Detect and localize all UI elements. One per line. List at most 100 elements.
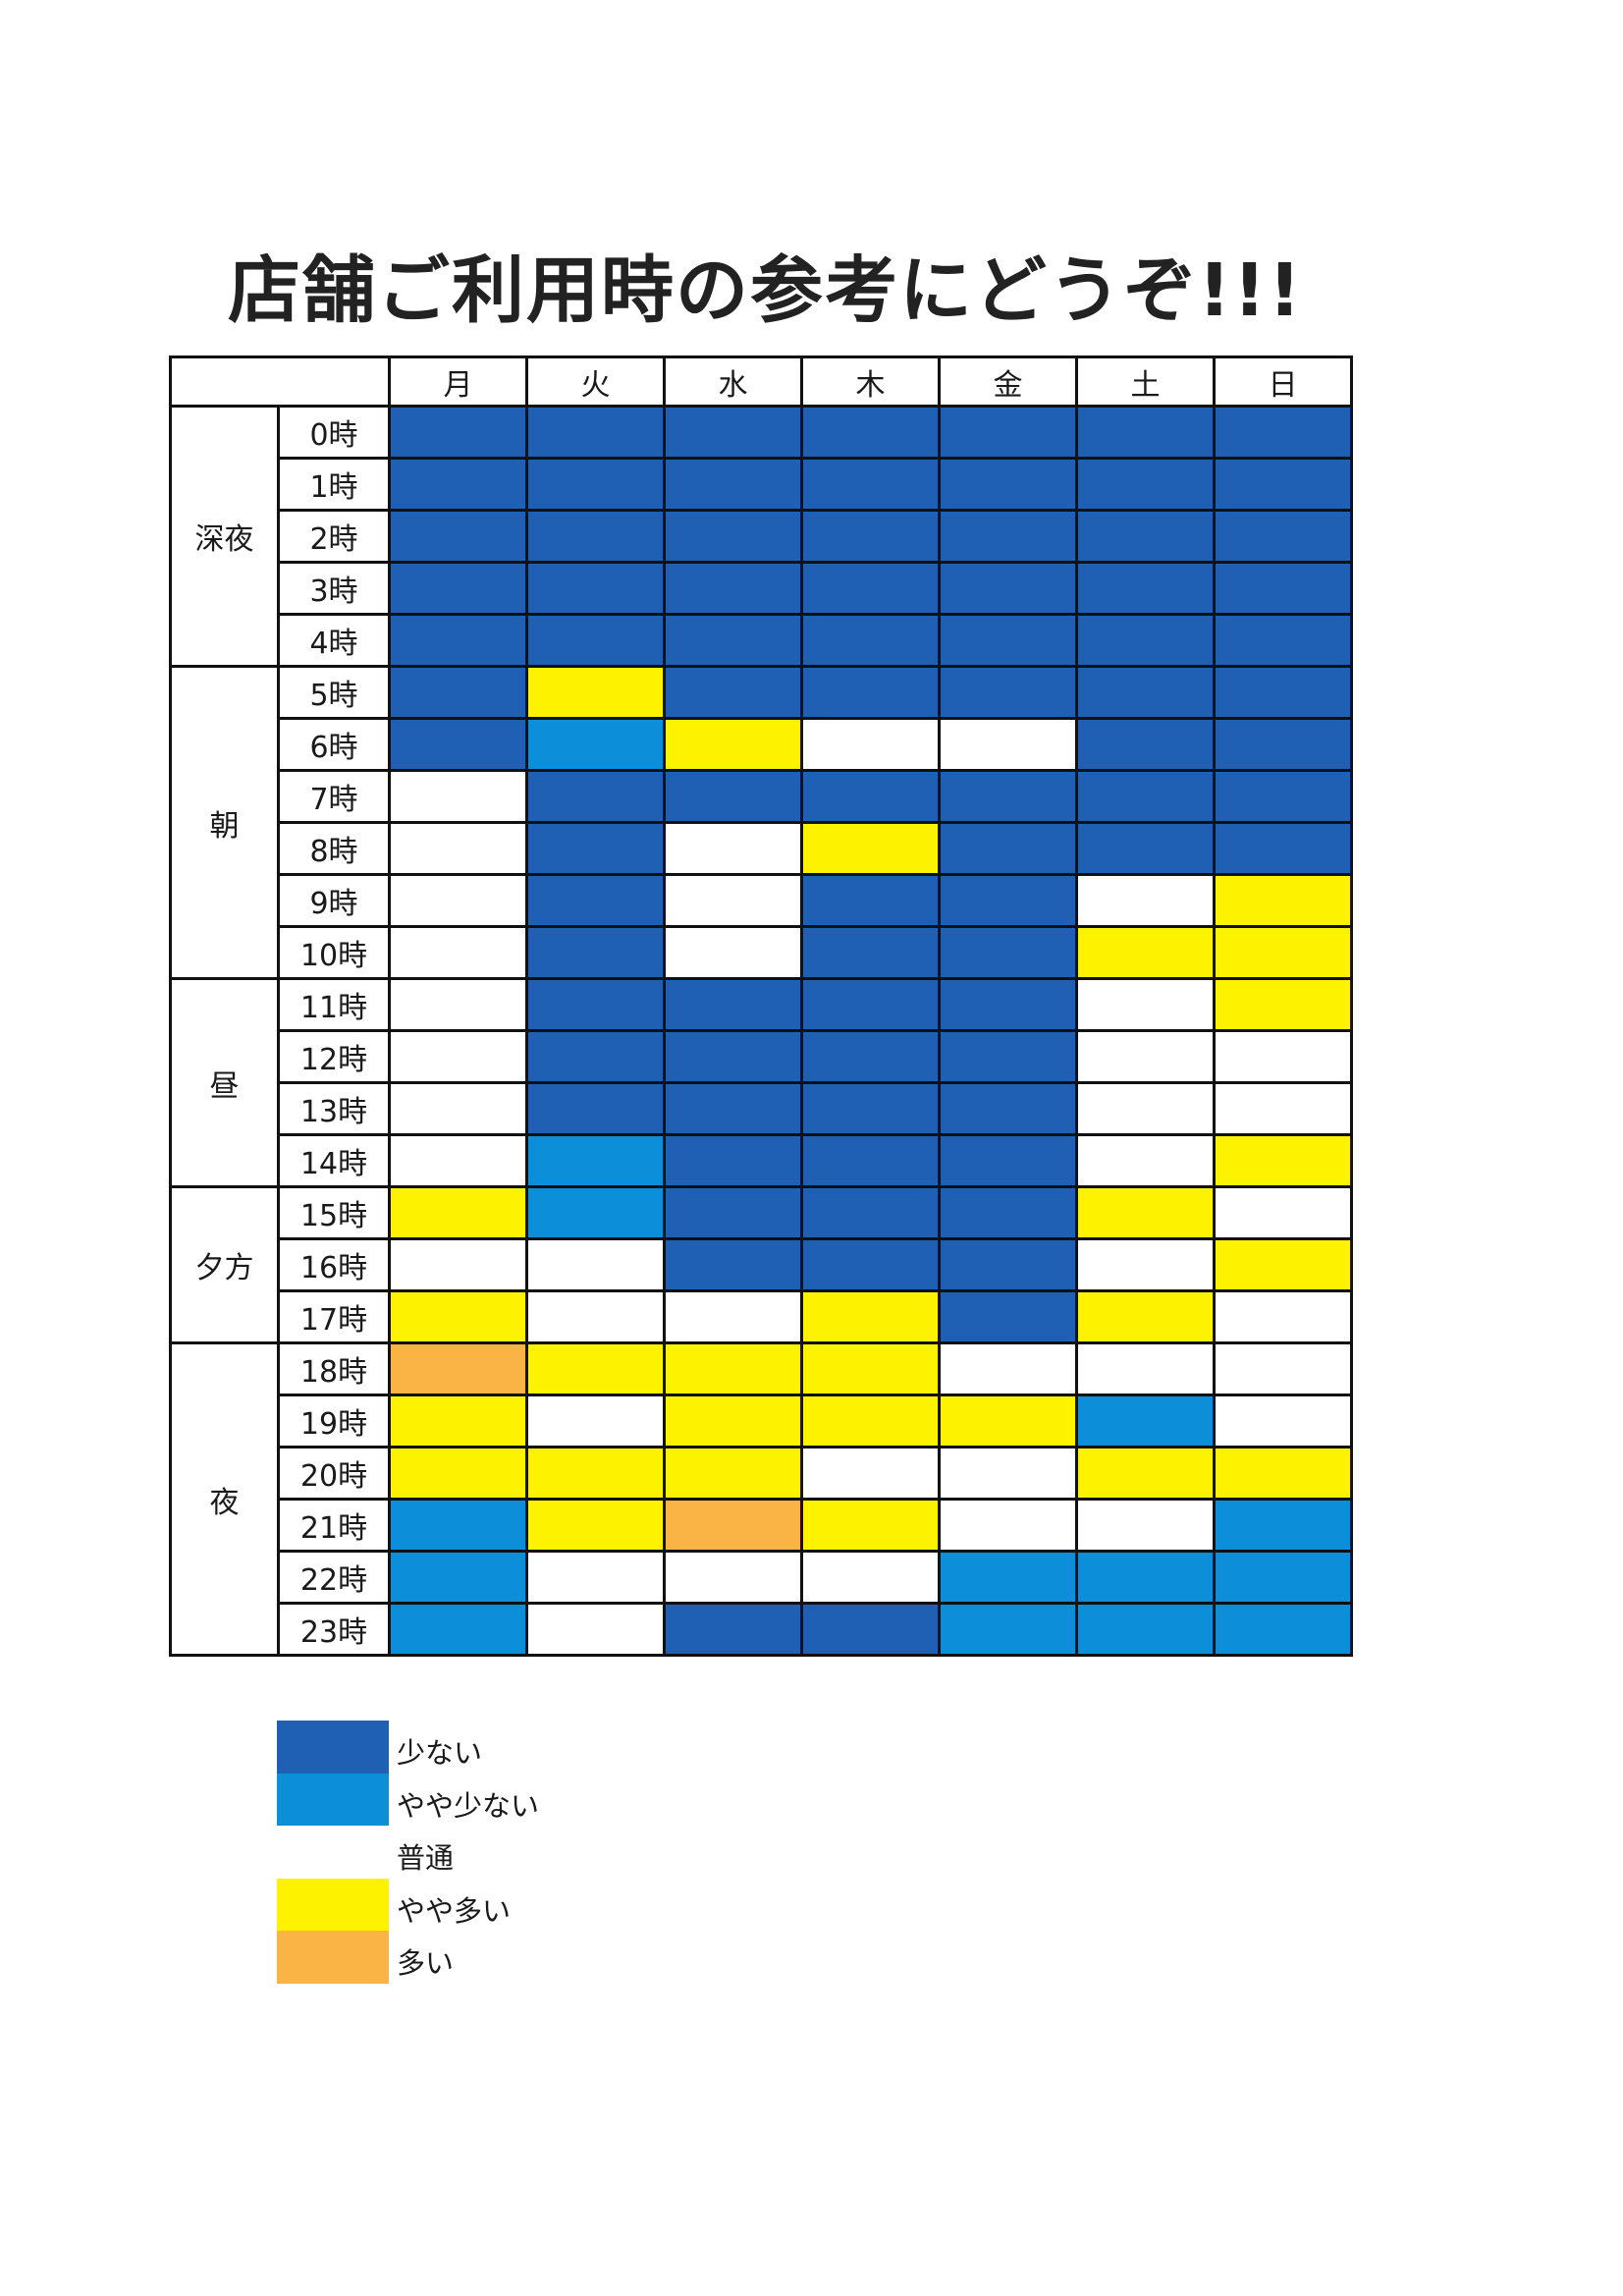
crowd-cell — [525, 1498, 666, 1553]
crowd-cell — [663, 1133, 803, 1188]
legend-label: やや少ない — [397, 1788, 540, 1823]
crowd-cell — [525, 1081, 666, 1136]
crowd-cell — [525, 509, 666, 564]
crowd-cell — [388, 613, 528, 668]
crowd-cell — [388, 509, 528, 564]
crowd-cell — [1075, 1602, 1216, 1657]
crowd-cell — [1075, 977, 1216, 1032]
crowd-cell — [388, 1133, 528, 1188]
period-label: 昼 — [169, 977, 280, 1188]
table-row: 1時 — [171, 457, 1353, 512]
crowd-cell — [938, 1081, 1078, 1136]
crowd-cell — [800, 665, 941, 720]
crowd-cell — [663, 665, 803, 720]
hour-label: 13時 — [277, 1081, 391, 1136]
table-row: 昼 11時 — [169, 977, 1353, 1188]
crowd-cell — [663, 821, 803, 876]
crowd-cell — [525, 665, 666, 720]
crowd-cell — [938, 1289, 1078, 1344]
legend-label: 普通 — [397, 1841, 455, 1875]
table-row: 20時 — [171, 1446, 1353, 1501]
crowd-cell — [1075, 1550, 1216, 1605]
crowd-cell — [938, 1446, 1078, 1501]
table-row: 3時 — [171, 561, 1353, 616]
table-row: 6時 — [171, 717, 1353, 772]
crowd-cell — [663, 457, 803, 512]
hour-label: 17時 — [277, 1289, 391, 1344]
hour-label: 23時 — [277, 1602, 391, 1657]
crowd-cell — [800, 1081, 941, 1136]
hour-label: 19時 — [277, 1394, 391, 1449]
crowd-cell — [1075, 1081, 1216, 1136]
hour-label: 7時 — [277, 769, 391, 824]
crowd-cell — [388, 1289, 528, 1344]
crowd-cell — [938, 1550, 1078, 1605]
crowd-cell — [663, 977, 803, 1032]
crowd-cell — [525, 561, 666, 616]
crowd-cell — [525, 717, 666, 772]
day-header: 金 — [938, 355, 1078, 408]
crowd-cell — [800, 509, 941, 564]
legend-label: やや多い — [397, 1893, 512, 1928]
crowd-cell — [663, 1081, 803, 1136]
hour-label: 12時 — [277, 1029, 391, 1084]
table-row: 19時 — [171, 1394, 1353, 1449]
day-header: 水 — [663, 355, 803, 408]
crowd-cell — [938, 613, 1078, 668]
crowd-cell — [1213, 1602, 1353, 1657]
table-row: 2時 — [171, 509, 1353, 564]
crowd-table: 月 火 水 木 金 土 日 深夜 0時 1時 2時 3時 4時朝 5時 6時 7時 8時 9時 10時… — [169, 355, 1353, 1657]
table-row: 夕方 15時 — [169, 1185, 1353, 1344]
crowd-cell — [1213, 561, 1353, 616]
crowd-cell — [1075, 925, 1216, 980]
crowd-cell — [388, 1341, 528, 1396]
crowd-cell — [388, 1602, 528, 1657]
table-row: 朝 5時 — [169, 665, 1353, 980]
page-title: 店舗ご利用時の参考にどうぞ!!! — [228, 248, 1304, 333]
table-row: 14時 — [171, 1133, 1353, 1188]
crowd-cell — [938, 717, 1078, 772]
crowd-cell — [388, 1498, 528, 1553]
crowd-cell — [1213, 1446, 1353, 1501]
period-label: 朝 — [169, 665, 280, 980]
crowd-cell — [388, 1237, 528, 1292]
crowd-cell — [388, 561, 528, 616]
crowd-cell — [1213, 665, 1353, 720]
hour-label: 21時 — [277, 1498, 391, 1553]
crowd-cell — [1075, 1289, 1216, 1344]
table-row: 4時 — [171, 613, 1353, 668]
legend-swatch — [277, 1931, 389, 1984]
table-row: 22時 — [171, 1550, 1353, 1605]
crowd-cell — [525, 613, 666, 668]
crowd-cell — [525, 1237, 666, 1292]
hour-label: 20時 — [277, 1446, 391, 1501]
crowd-cell — [525, 1602, 666, 1657]
crowd-cell — [938, 925, 1078, 980]
crowd-cell — [1075, 769, 1216, 824]
crowd-cell — [800, 405, 941, 460]
crowd-cell — [1213, 1498, 1353, 1553]
crowd-cell — [525, 769, 666, 824]
crowd-cell — [1075, 1498, 1216, 1553]
crowd-cell — [938, 561, 1078, 616]
crowd-cell — [388, 1446, 528, 1501]
legend-label: 少ない — [397, 1736, 483, 1770]
hour-label: 3時 — [277, 561, 391, 616]
crowd-cell — [663, 613, 803, 668]
legend-swatch — [277, 1773, 389, 1827]
crowd-cell — [1075, 1133, 1216, 1188]
crowd-cell — [388, 1550, 528, 1605]
crowd-cell — [938, 821, 1078, 876]
hour-label: 16時 — [277, 1237, 391, 1292]
crowd-cell — [938, 873, 1078, 928]
crowd-cell — [800, 1341, 941, 1396]
crowd-cell — [938, 1498, 1078, 1553]
crowd-cell — [388, 769, 528, 824]
crowd-cell — [1075, 1029, 1216, 1084]
crowd-cell — [800, 1394, 941, 1449]
day-header: 木 — [800, 355, 941, 408]
crowd-cell — [663, 1602, 803, 1657]
crowd-cell — [1213, 1394, 1353, 1449]
crowd-cell — [663, 1237, 803, 1292]
crowd-cell — [388, 1394, 528, 1449]
